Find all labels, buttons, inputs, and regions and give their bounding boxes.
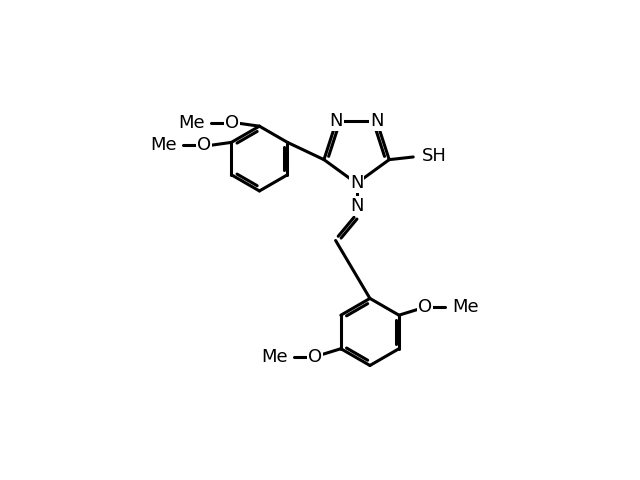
Text: Me: Me: [261, 348, 287, 366]
Text: N: N: [330, 112, 343, 130]
Text: N: N: [370, 112, 383, 130]
Text: Me: Me: [150, 136, 177, 155]
Text: O: O: [225, 114, 239, 132]
Text: O: O: [197, 136, 211, 155]
Text: Me: Me: [452, 298, 479, 316]
Text: Me: Me: [178, 114, 205, 132]
Text: O: O: [308, 348, 322, 366]
Text: SH: SH: [422, 147, 447, 165]
Text: O: O: [418, 298, 432, 316]
Text: N: N: [350, 174, 364, 192]
Text: N: N: [350, 197, 364, 215]
